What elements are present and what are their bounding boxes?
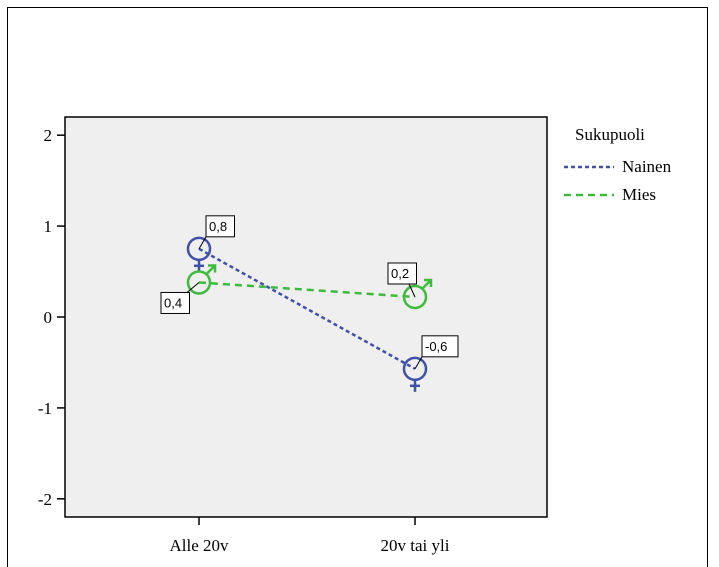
data-label: 0,2 [391, 266, 409, 281]
data-label-box [421, 335, 459, 358]
y-axis: 2 1 0 -1 -2 [38, 126, 65, 509]
data-label-leader [186, 282, 200, 293]
series-line-nainen [198, 247, 416, 370]
male-symbol-arrow [424, 278, 433, 287]
legend-title: Sukupuoli [575, 125, 645, 144]
data-label-leader [408, 283, 416, 298]
data-label: -0,6 [425, 339, 447, 354]
data-label: 0,8 [209, 219, 227, 234]
chart-frame [7, 7, 708, 567]
data-label-box [205, 215, 235, 238]
male-symbol-stem [205, 264, 216, 276]
plot-area [64, 116, 548, 518]
data-label-box [160, 291, 190, 314]
y-tick-label: -1 [38, 399, 52, 418]
data-label-box [387, 262, 417, 285]
y-tick-label: -2 [38, 490, 52, 509]
x-axis: Alle 20v 20v tai yli [169, 517, 450, 555]
data-point-marker [186, 270, 212, 295]
legend-label: Mies [622, 185, 656, 204]
series-line-mies [198, 281, 416, 299]
y-tick-label: 1 [44, 217, 53, 236]
x-tick-label: Alle 20v [169, 536, 229, 555]
legend-label: Nainen [622, 157, 672, 176]
male-symbol-stem [421, 279, 432, 290]
y-tick-label: 0 [44, 308, 53, 327]
data-label: 0,4 [164, 295, 182, 310]
male-symbol-arrow [208, 264, 217, 273]
legend: Sukupuoli Nainen Mies [564, 125, 672, 204]
data-label-leader [414, 356, 423, 370]
series-layer: 0,8 -0,6 0,4 0,2 [160, 215, 459, 392]
x-tick-label: 20v tai yli [381, 536, 450, 555]
data-point-marker [402, 284, 428, 310]
data-label-leader [198, 236, 207, 250]
y-tick-label: 2 [44, 126, 53, 145]
